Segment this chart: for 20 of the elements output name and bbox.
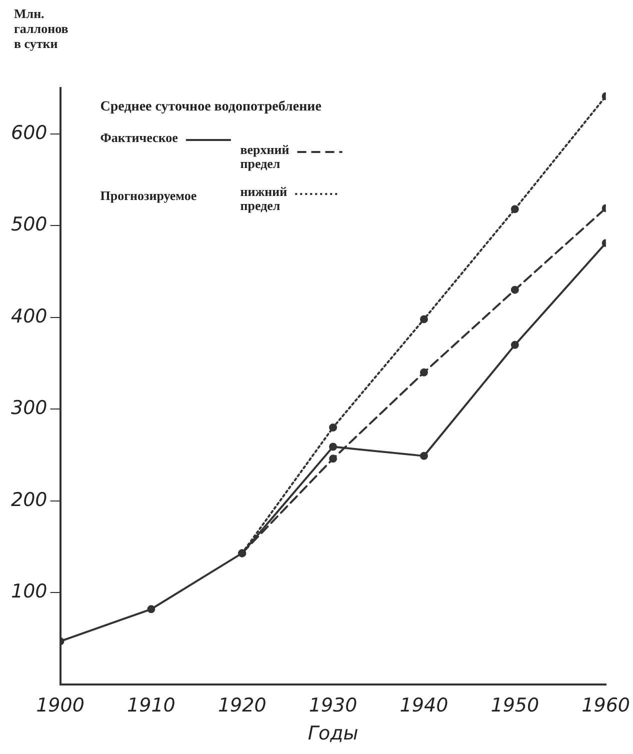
y-tick-label: 200 (11, 488, 48, 511)
legend-label: нижний предел (240, 184, 288, 213)
y-tick-label: 300 (11, 397, 48, 420)
y-tick-label: 400 (11, 305, 48, 328)
x-tick-label: 1930 (308, 694, 358, 717)
y-tick-label: 100 (11, 580, 48, 603)
legend-label: верхний предел (240, 142, 290, 171)
legend-title: Среднее суточное водопотребление (100, 100, 322, 115)
x-axis-title: Годы (308, 722, 358, 745)
annotation: Прогнозируемое (100, 188, 197, 203)
y-tick-label: 600 (11, 122, 48, 144)
x-tick-label: 1950 (490, 694, 540, 717)
x-tick-label: 1960 (582, 694, 630, 717)
x-tick-label: 1900 (36, 694, 84, 717)
y-tick-label: 500 (11, 214, 48, 236)
x-tick-label: 1910 (127, 694, 176, 717)
x-tick-label: 1940 (400, 694, 448, 717)
x-tick-label: 1920 (218, 694, 266, 717)
y-axis-title: Млн. галлонов в сутки (14, 6, 68, 51)
legend-label: Фактическое (100, 130, 178, 145)
